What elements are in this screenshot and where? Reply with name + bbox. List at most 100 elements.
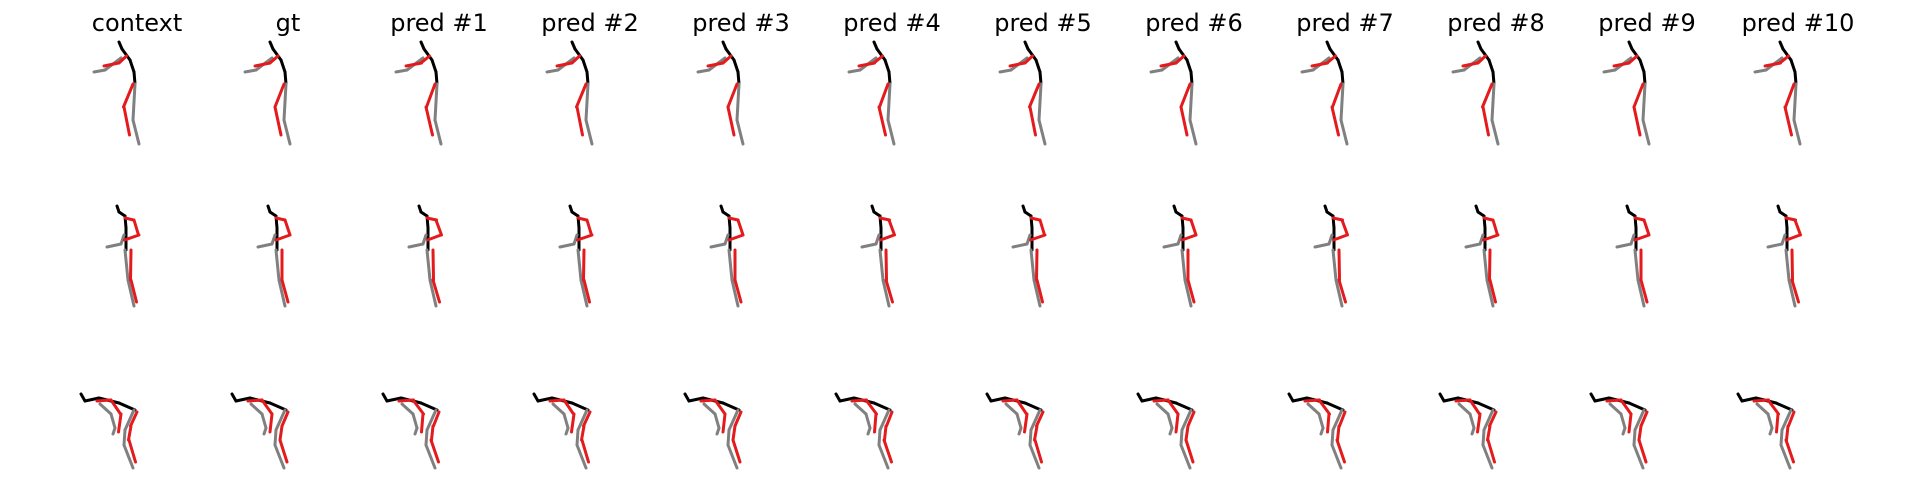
spine-segment — [1638, 58, 1646, 74]
right-limb-segment — [1490, 82, 1496, 122]
right-limb-segment — [579, 278, 589, 308]
left-limb-segment — [857, 61, 876, 68]
left-limb-segment — [1038, 218, 1046, 237]
left-limb-segment — [570, 54, 581, 65]
left-limb-segment — [431, 248, 435, 282]
right-limb-segment — [274, 408, 287, 432]
right-limb-segment — [1015, 412, 1023, 430]
spine-segment — [1793, 70, 1798, 86]
right-limb-segment — [1331, 248, 1338, 282]
right-limb-segment — [1490, 118, 1500, 146]
right-limb-segment — [576, 248, 583, 282]
left-limb-segment — [721, 412, 727, 434]
left-limb-segment — [1152, 398, 1170, 403]
skeleton-panel-frontal-standing — [1313, 204, 1349, 308]
left-limb-segment — [1787, 410, 1796, 428]
left-limb-segment — [706, 61, 725, 68]
left-limb-segment — [1783, 105, 1793, 137]
left-limb-segment — [117, 412, 123, 434]
right-limb-segment — [1481, 428, 1486, 447]
right-limb-segment — [1619, 412, 1627, 430]
right-limb-segment — [1792, 118, 1802, 146]
right-limb-segment — [282, 82, 288, 122]
right-limb-segment — [1339, 118, 1349, 146]
right-limb-segment — [1451, 68, 1466, 74]
spine-segment — [1630, 47, 1642, 62]
right-limb-segment — [1478, 233, 1485, 246]
left-limb-segment — [1627, 412, 1633, 434]
spine-segment — [117, 401, 137, 412]
left-limb-segment — [1029, 233, 1047, 242]
right-limb-segment — [877, 428, 882, 447]
spine-segment — [1328, 47, 1340, 62]
skeleton-panel-side-standing — [92, 40, 141, 146]
left-limb-segment — [1179, 105, 1189, 137]
right-limb-segment — [122, 443, 135, 470]
left-limb-segment — [129, 410, 139, 428]
left-limb-segment — [432, 410, 441, 428]
spine-segment — [736, 70, 741, 86]
skeleton-panel-side-standing — [394, 40, 443, 146]
left-limb-segment — [1033, 424, 1039, 442]
right-limb-segment — [726, 443, 739, 470]
right-limb-segment — [696, 68, 711, 74]
spine-segment — [687, 396, 705, 403]
left-limb-segment — [429, 438, 440, 464]
right-limb-segment — [1330, 443, 1343, 470]
spine-segment — [1774, 401, 1794, 412]
left-limb-segment — [731, 424, 737, 442]
right-limb-segment — [1306, 402, 1321, 416]
column-title: pred #3 — [692, 9, 790, 37]
left-limb-segment — [1639, 410, 1649, 428]
right-limb-segment — [881, 278, 891, 308]
left-limb-segment — [570, 412, 576, 434]
left-limb-segment — [1174, 54, 1186, 65]
left-limb-segment — [1023, 412, 1029, 434]
spine-segment — [1336, 58, 1344, 74]
left-limb-segment — [404, 61, 423, 68]
right-limb-segment — [111, 426, 117, 436]
right-limb-segment — [877, 443, 890, 470]
left-limb-segment — [1035, 248, 1039, 282]
skeleton-panel-frontal-standing — [860, 204, 896, 308]
left-limb-segment — [562, 398, 575, 416]
spine-segment — [883, 58, 891, 74]
right-limb-segment — [256, 242, 274, 249]
left-limb-segment — [1180, 233, 1198, 242]
right-limb-segment — [1768, 426, 1774, 436]
skeleton-panel-side-standing — [545, 40, 594, 146]
skeleton-panel-crouching — [1589, 392, 1649, 470]
spine-segment — [1476, 401, 1496, 412]
skeleton-panel-frontal-standing — [1162, 204, 1198, 308]
right-limb-segment — [1621, 426, 1627, 436]
right-limb-segment — [1780, 233, 1787, 246]
left-limb-segment — [1785, 233, 1802, 242]
right-limb-segment — [1608, 402, 1623, 416]
left-limb-segment — [726, 82, 739, 109]
spine-segment — [385, 396, 403, 403]
right-limb-segment — [1787, 278, 1797, 308]
left-limb-segment — [884, 278, 894, 304]
right-limb-segment — [92, 68, 107, 74]
left-limb-segment — [721, 54, 733, 65]
skeleton-panel-frontal-standing — [1464, 204, 1500, 308]
left-limb-segment — [1332, 233, 1349, 242]
right-limb-segment — [1470, 426, 1476, 436]
skeleton-panel-crouching — [79, 392, 139, 470]
left-limb-segment — [1015, 398, 1028, 416]
right-limb-segment — [1334, 278, 1344, 308]
right-limb-segment — [1331, 408, 1344, 432]
spine-segment — [887, 70, 892, 86]
spine-segment — [721, 401, 741, 412]
right-limb-segment — [424, 443, 437, 470]
spine-segment — [271, 47, 283, 62]
left-limb-segment — [699, 398, 717, 403]
skeleton-panel-crouching — [834, 392, 894, 470]
left-limb-segment — [268, 54, 280, 65]
left-limb-segment — [1029, 216, 1041, 222]
left-limb-segment — [879, 233, 896, 242]
right-limb-segment — [853, 402, 868, 416]
right-limb-segment — [730, 278, 740, 308]
skeleton-panel-frontal-standing — [558, 204, 594, 308]
